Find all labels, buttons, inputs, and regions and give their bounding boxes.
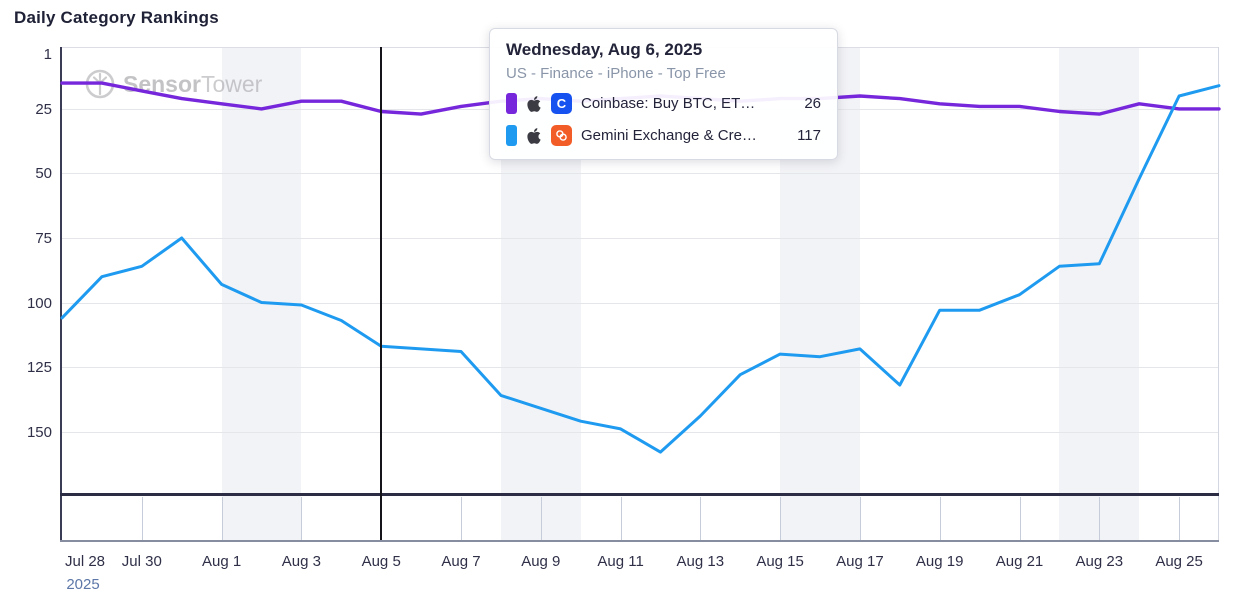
y-gridline: [62, 238, 1219, 239]
chart-title: Daily Category Rankings: [14, 8, 219, 27]
sensortower-watermark: SensorTower: [84, 68, 262, 100]
x-band-divider: [141, 497, 143, 540]
x-band-divider: [1179, 497, 1181, 540]
coinbase-app-name: Coinbase: Buy BTC, ET…: [581, 95, 756, 112]
gemini-rank-value: 117: [797, 127, 821, 144]
x-axis-year-label: 2025: [66, 576, 100, 593]
y-gridline: [62, 431, 1219, 433]
x-axis-tick-label: Aug 1: [201, 553, 242, 570]
watermark-text: SensorTower: [123, 70, 263, 97]
coinbase-rank-value: 26: [804, 95, 821, 112]
x-axis-tick-label: Aug 15: [756, 553, 804, 570]
weekend-band: [221, 47, 302, 541]
x-band-divider: [939, 497, 941, 540]
y-axis-tick-label: 125: [26, 359, 52, 376]
x-axis-tick-label: Aug 17: [836, 553, 884, 570]
x-band-divider: [700, 497, 702, 540]
y-axis-line: [60, 47, 62, 541]
x-band-divider: [1019, 497, 1021, 540]
apple-platform-icon: [526, 95, 542, 113]
x-axis-tick-label: Aug 19: [915, 553, 964, 570]
tooltip-date: Wednesday, Aug 6, 2025: [506, 40, 703, 59]
x-axis-tick-label: Aug 13: [676, 553, 725, 570]
coinbase-series-color-chip: [506, 93, 517, 114]
gemini-series-color-chip: [506, 125, 517, 146]
hover-crosshair: [380, 47, 383, 540]
x-band-divider: [301, 497, 303, 540]
x-band-divider: [780, 497, 782, 540]
gemini-app-name: Gemini Exchange & Cre…: [581, 127, 757, 144]
y-axis-tick-label: 25: [35, 100, 52, 118]
x-axis-tick-label: Aug 9: [521, 553, 561, 570]
x-axis-line: [60, 493, 1219, 496]
x-axis-tick-label: Aug 7: [441, 553, 481, 570]
y-axis-tick-label: 150: [26, 423, 52, 441]
y-gridline: [62, 302, 1219, 304]
x-axis-tick-label: Aug 23: [1075, 553, 1124, 570]
tooltip-context: US - Finance - iPhone - Top Free: [506, 65, 726, 82]
x-band-divider: [1099, 497, 1101, 540]
x-axis-tick-label: Aug 21: [995, 553, 1044, 570]
y-axis-tick-label: 1: [43, 46, 52, 63]
x-band-divider: [221, 497, 223, 540]
x-axis-tick-label: Jul 30: [121, 553, 162, 570]
x-band-divider: [540, 497, 542, 540]
tooltip-row-gemini: Gemini Exchange & Cre… 117: [506, 125, 821, 146]
y-axis-tick-label: 50: [35, 165, 52, 183]
hover-tooltip: Wednesday, Aug 6, 2025 US - Finance - iP…: [489, 28, 838, 160]
x-band-divider: [859, 497, 861, 540]
apple-platform-icon: [526, 127, 542, 145]
gemini-app-icon: [551, 125, 572, 146]
plot-right-border: [1218, 47, 1219, 541]
tooltip-row-coinbase: C Coinbase: Buy BTC, ET… 26: [506, 93, 821, 114]
x-axis-tick-label: Aug 5: [361, 553, 401, 570]
y-gridline: [62, 173, 1219, 175]
x-axis-tick-label: Aug 11: [597, 553, 644, 570]
x-axis-tick-label: Aug 25: [1155, 553, 1203, 570]
x-band-bottom-line: [60, 540, 1219, 542]
x-axis-tick-label: Aug 3: [281, 553, 321, 570]
x-band-divider: [461, 497, 462, 540]
x-band-divider: [620, 497, 622, 540]
y-axis-tick-label: 100: [26, 294, 52, 312]
y-gridline: [62, 367, 1219, 368]
coinbase-app-icon: C: [551, 93, 572, 114]
y-axis-tick-label: 75: [35, 230, 52, 247]
weekend-band: [1059, 47, 1140, 541]
x-axis-tick-label: Jul 28: [64, 553, 106, 570]
sensortower-logo-icon: [85, 69, 115, 99]
